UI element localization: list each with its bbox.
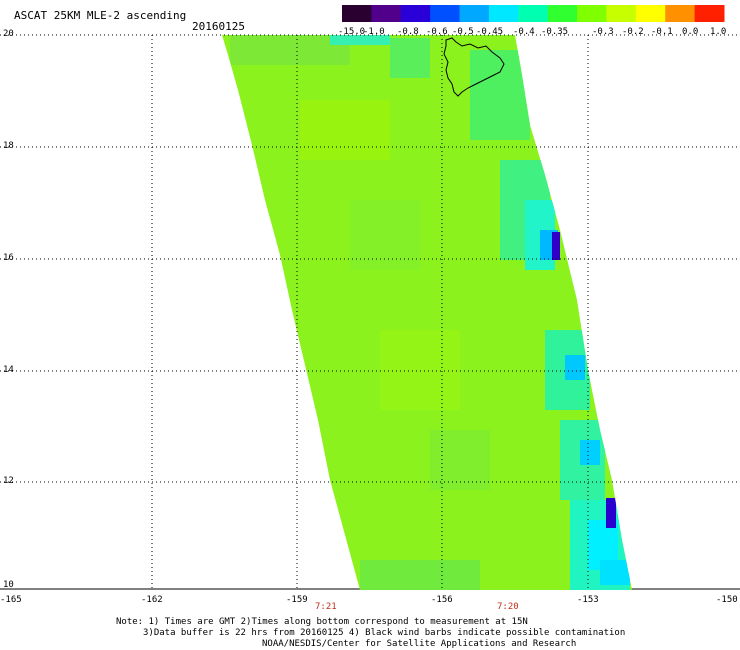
lat-label: 14 (3, 365, 14, 375)
colorbar-label: -0.6 (426, 27, 448, 37)
colorbar-segment (400, 5, 431, 22)
lon-label: -153 (577, 595, 599, 605)
colorbar-label: -0.1 (651, 27, 673, 37)
island-coastline (443, 37, 505, 97)
colorbar-label: -0.35 (541, 27, 569, 37)
lon-label: -150 (716, 595, 738, 605)
colorbar-label: -0.5 (452, 27, 474, 37)
colorbar-label: -1.0 (363, 27, 385, 37)
colorbar-segment (606, 5, 637, 22)
colorbar-segment (459, 5, 490, 22)
colorbar-label: -0.8 (397, 27, 419, 37)
note-line: Note: 1) Times are GMT 2)Times along bot… (116, 617, 528, 627)
map-date: 20160125 (192, 20, 245, 33)
lon-label: -162 (141, 595, 163, 605)
colorbar-label: 0.0 (682, 27, 699, 37)
swath (222, 35, 632, 590)
note-line: 3)Data buffer is 22 hrs from 20160125 4)… (143, 628, 626, 638)
colorbar-label: -0.45 (476, 27, 504, 37)
colorbar-label: -0.4 (513, 27, 535, 37)
lon-label: -159 (286, 595, 308, 605)
colorbar (342, 5, 725, 22)
lon-label: -156 (431, 595, 453, 605)
colorbar-label: -15.0 (338, 27, 366, 37)
colorbar-segment (518, 5, 549, 22)
colorbar-label: 1.0 (710, 27, 727, 37)
colorbar-label: -0.3 (592, 27, 614, 37)
map-title: ASCAT 25KM MLE-2 ascending (14, 9, 187, 22)
colorbar-segment (488, 5, 519, 22)
lat-label: 18 (3, 141, 14, 151)
colorbar-segment (371, 5, 402, 22)
colorbar-segment (342, 5, 372, 22)
note-line: NOAA/NESDIS/Center for Satellite Applica… (262, 639, 577, 649)
lat-label: 16 (3, 253, 14, 263)
colorbar-segment (635, 5, 666, 22)
lon-label: -165 (0, 595, 22, 605)
colorbar-segment (665, 5, 696, 22)
colorbar-segment (577, 5, 607, 22)
colorbar-label: -0.2 (622, 27, 644, 37)
lat-label: 12 (3, 476, 14, 486)
colorbar-segment (547, 5, 578, 22)
colorbar-segment (694, 5, 725, 22)
lat-label: 10 (3, 580, 14, 590)
time-label: 7:21 (315, 602, 337, 612)
colorbar-segment (430, 5, 461, 22)
grid (0, 34, 740, 589)
lat-label: 20 (3, 29, 14, 39)
time-label: 7:20 (497, 602, 519, 612)
